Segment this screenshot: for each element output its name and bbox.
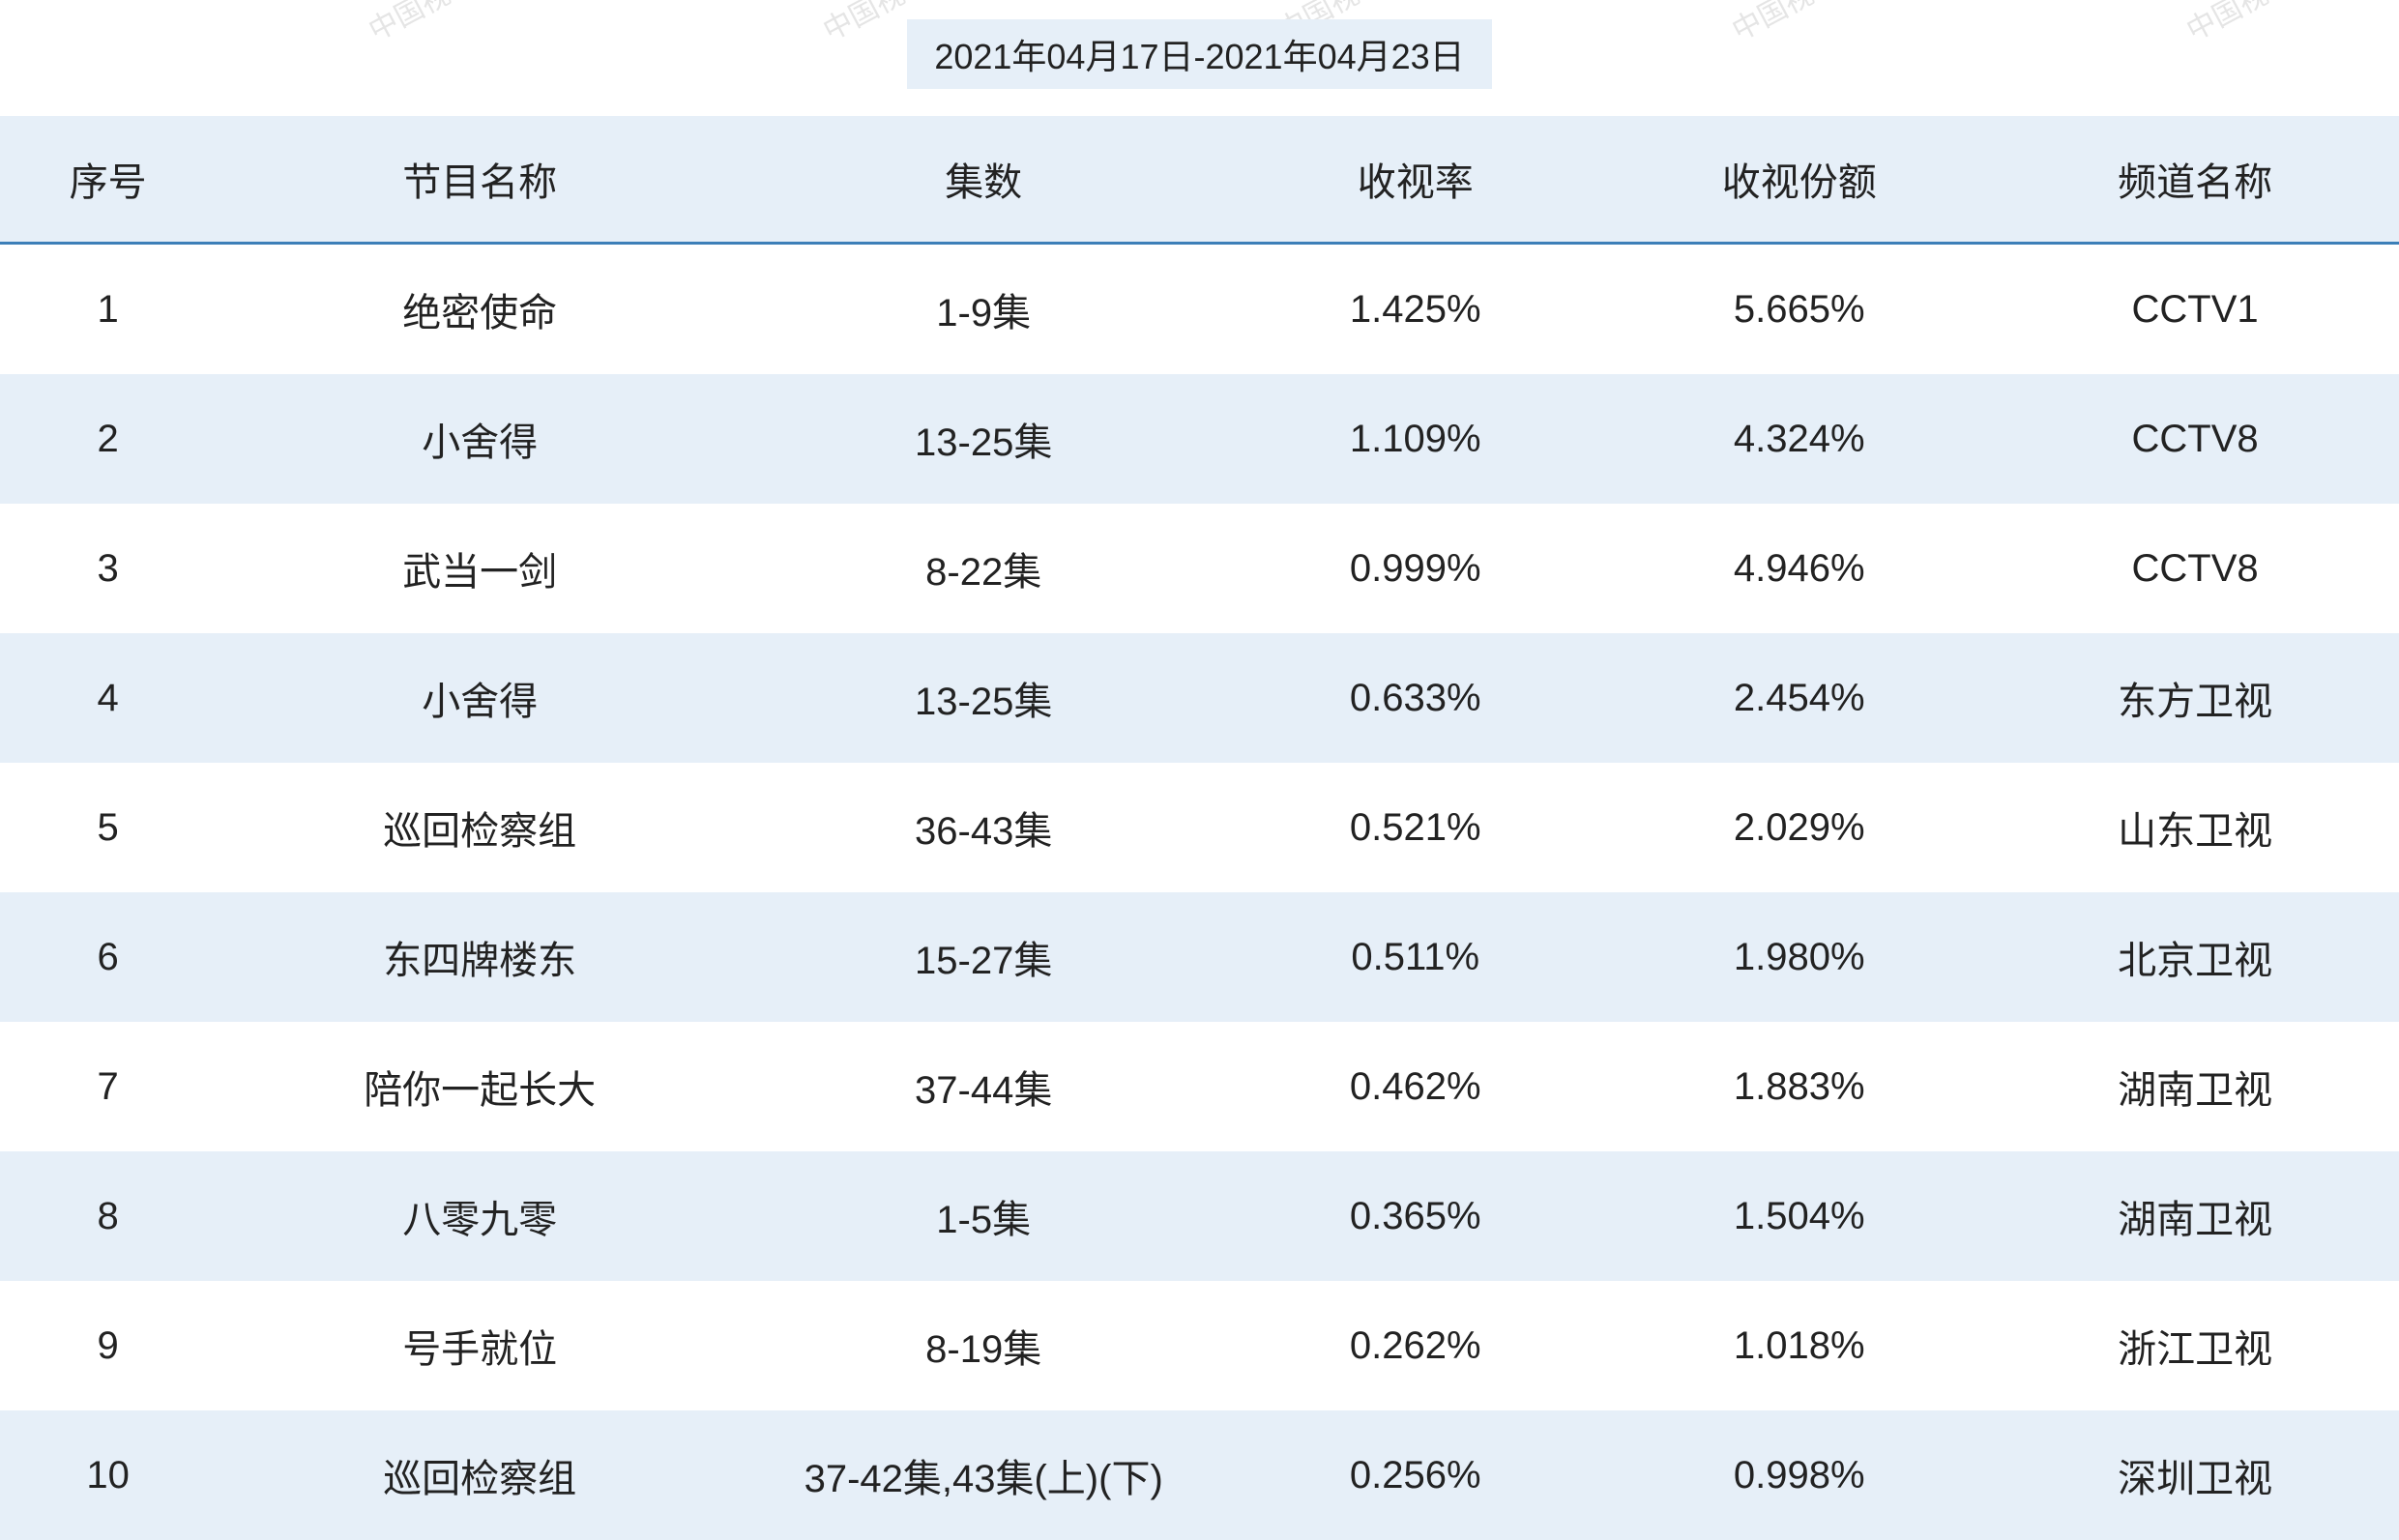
cell-name: 小舍得 [216,374,744,504]
table-row: 7陪你一起长大37-44集0.462%1.883%湖南卫视 [0,1022,2399,1151]
table-row: 5巡回检察组36-43集0.521%2.029%山东卫视 [0,763,2399,892]
cell-channel: 深圳卫视 [1991,1410,2399,1540]
table-body: 1绝密使命1-9集1.425%5.665%CCTV12小舍得13-25集1.10… [0,244,2399,1540]
cell-share: 1.018% [1607,1281,1991,1410]
cell-name: 绝密使命 [216,244,744,375]
cell-channel: CCTV8 [1991,374,2399,504]
cell-episodes: 8-19集 [744,1281,1223,1410]
date-range-wrapper: 2021年04月17日-2021年04月23日 [0,0,2399,116]
cell-rating: 0.262% [1223,1281,1607,1410]
table-row: 10巡回检察组37-42集,43集(上)(下)0.256%0.998%深圳卫视 [0,1410,2399,1540]
cell-rating: 0.521% [1223,763,1607,892]
cell-name: 小舍得 [216,633,744,763]
cell-rank: 4 [0,633,216,763]
col-header-rank: 序号 [0,116,216,244]
cell-name: 巡回检察组 [216,763,744,892]
table-row: 6东四牌楼东15-27集0.511%1.980%北京卫视 [0,892,2399,1022]
cell-rank: 8 [0,1151,216,1281]
table-row: 3武当一剑8-22集0.999%4.946%CCTV8 [0,504,2399,633]
cell-share: 4.324% [1607,374,1991,504]
table-header: 序号 节目名称 集数 收视率 收视份额 频道名称 [0,116,2399,244]
cell-rank: 6 [0,892,216,1022]
cell-episodes: 1-5集 [744,1151,1223,1281]
table-header-row: 序号 节目名称 集数 收视率 收视份额 频道名称 [0,116,2399,244]
cell-name: 武当一剑 [216,504,744,633]
cell-name: 八零九零 [216,1151,744,1281]
ratings-table: 序号 节目名称 集数 收视率 收视份额 频道名称 1绝密使命1-9集1.425%… [0,116,2399,1540]
cell-name: 号手就位 [216,1281,744,1410]
col-header-share: 收视份额 [1607,116,1991,244]
cell-channel: 湖南卫视 [1991,1022,2399,1151]
col-header-episodes: 集数 [744,116,1223,244]
cell-rank: 3 [0,504,216,633]
cell-channel: CCTV8 [1991,504,2399,633]
cell-share: 1.504% [1607,1151,1991,1281]
cell-channel: 湖南卫视 [1991,1151,2399,1281]
cell-share: 1.883% [1607,1022,1991,1151]
cell-rating: 1.425% [1223,244,1607,375]
cell-episodes: 13-25集 [744,633,1223,763]
cell-rating: 0.633% [1223,633,1607,763]
col-header-name: 节目名称 [216,116,744,244]
table-row: 1绝密使命1-9集1.425%5.665%CCTV1 [0,244,2399,375]
cell-rating: 0.999% [1223,504,1607,633]
cell-channel: 东方卫视 [1991,633,2399,763]
cell-episodes: 36-43集 [744,763,1223,892]
cell-episodes: 13-25集 [744,374,1223,504]
content-container: 2021年04月17日-2021年04月23日 序号 节目名称 集数 收视率 收… [0,0,2399,1540]
cell-share: 1.980% [1607,892,1991,1022]
cell-episodes: 1-9集 [744,244,1223,375]
cell-rating: 0.365% [1223,1151,1607,1281]
cell-share: 0.998% [1607,1410,1991,1540]
cell-episodes: 15-27集 [744,892,1223,1022]
cell-name: 东四牌楼东 [216,892,744,1022]
cell-rating: 0.511% [1223,892,1607,1022]
cell-channel: CCTV1 [1991,244,2399,375]
cell-rank: 10 [0,1410,216,1540]
cell-rating: 1.109% [1223,374,1607,504]
cell-share: 2.454% [1607,633,1991,763]
table-row: 8八零九零1-5集0.365%1.504%湖南卫视 [0,1151,2399,1281]
cell-rating: 0.256% [1223,1410,1607,1540]
cell-episodes: 8-22集 [744,504,1223,633]
cell-episodes: 37-44集 [744,1022,1223,1151]
cell-channel: 北京卫视 [1991,892,2399,1022]
cell-rank: 9 [0,1281,216,1410]
table-row: 4小舍得13-25集0.633%2.454%东方卫视 [0,633,2399,763]
cell-rank: 1 [0,244,216,375]
cell-rank: 5 [0,763,216,892]
cell-name: 陪你一起长大 [216,1022,744,1151]
col-header-channel: 频道名称 [1991,116,2399,244]
cell-rank: 2 [0,374,216,504]
cell-channel: 浙江卫视 [1991,1281,2399,1410]
cell-share: 4.946% [1607,504,1991,633]
cell-share: 5.665% [1607,244,1991,375]
cell-rank: 7 [0,1022,216,1151]
cell-share: 2.029% [1607,763,1991,892]
cell-episodes: 37-42集,43集(上)(下) [744,1410,1223,1540]
date-range: 2021年04月17日-2021年04月23日 [907,19,1491,89]
cell-channel: 山东卫视 [1991,763,2399,892]
table-row: 2小舍得13-25集1.109%4.324%CCTV8 [0,374,2399,504]
cell-rating: 0.462% [1223,1022,1607,1151]
col-header-rating: 收视率 [1223,116,1607,244]
table-row: 9号手就位8-19集0.262%1.018%浙江卫视 [0,1281,2399,1410]
cell-name: 巡回检察组 [216,1410,744,1540]
